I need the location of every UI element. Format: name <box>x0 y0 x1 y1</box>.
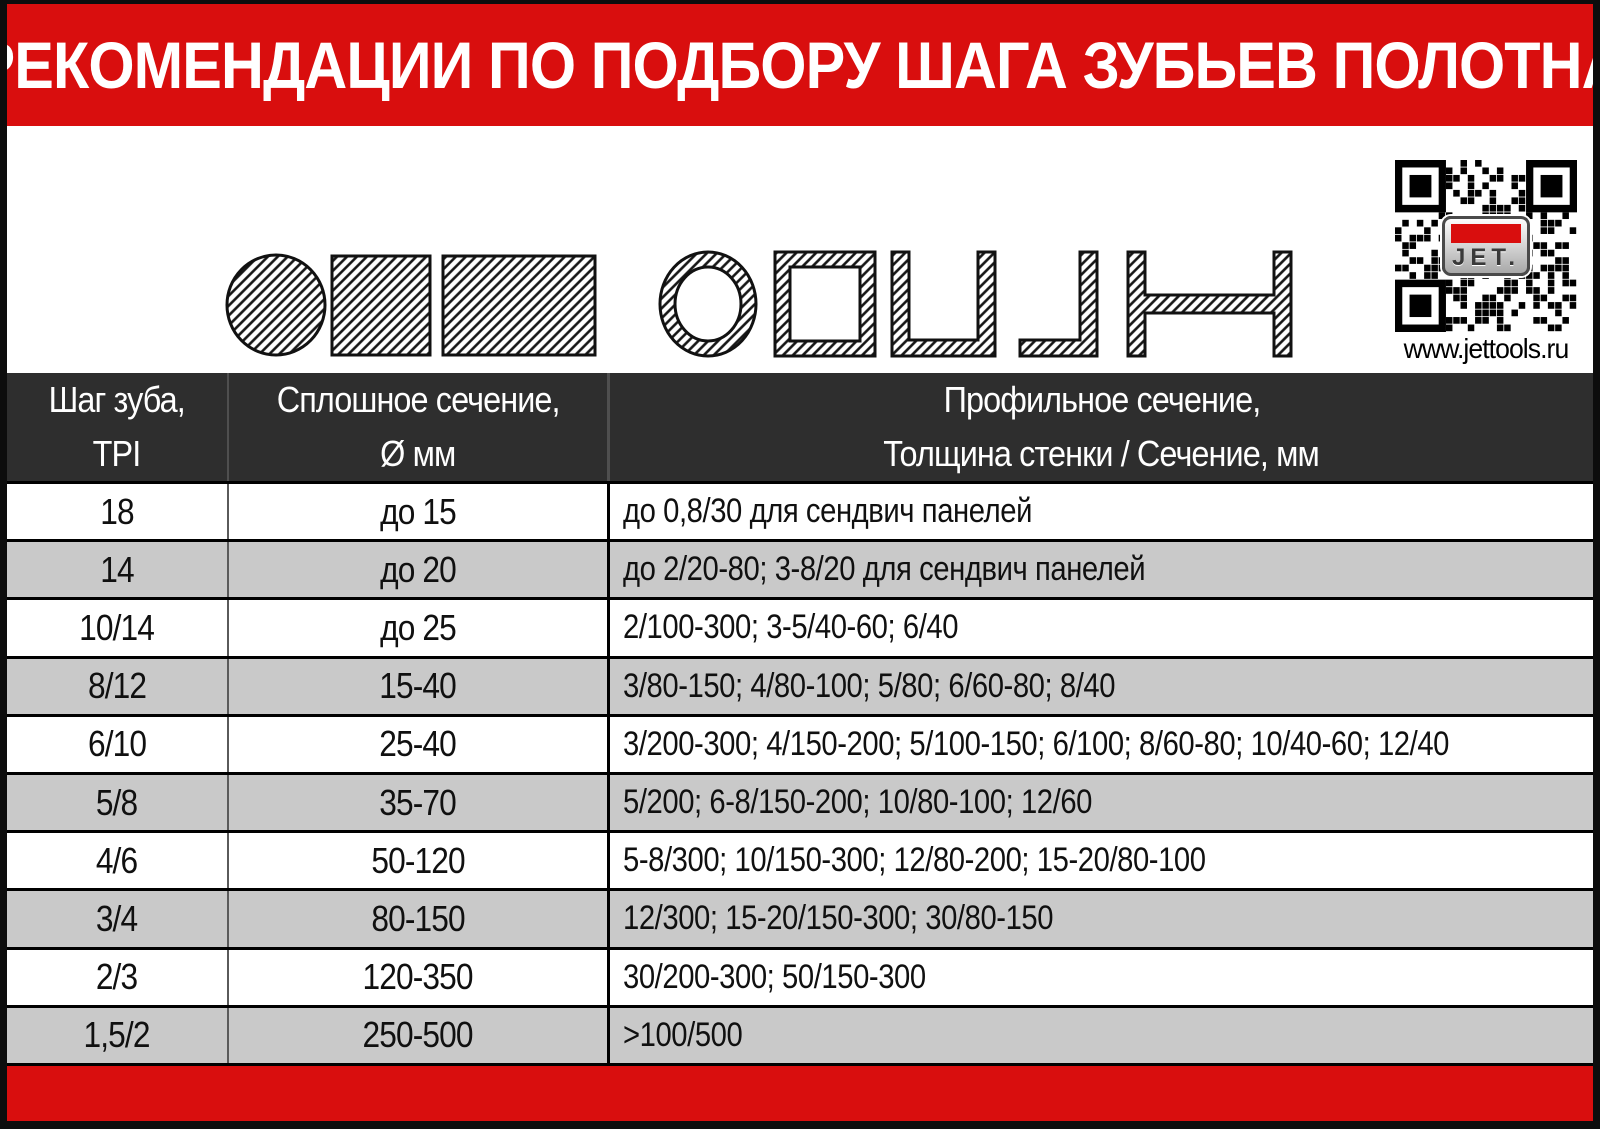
profile-section-value: 30/200-300; 50/150-300 <box>623 957 926 996</box>
solid-section-value: до 25 <box>380 606 457 648</box>
title-banner: РЕКОМЕНДАЦИИ ПО ПОДБОРУ ШАГА ЗУБЬЕВ ПОЛО… <box>7 4 1593 126</box>
header-tpi: Шаг зуба, TPI <box>48 379 186 474</box>
header-solid-section: Сплошное сечение, Ø мм <box>227 373 607 481</box>
website-url: www.jettools.ru <box>1403 333 1570 364</box>
profile-section-value: 5/200; 6-8/150-200; 10/80-100; 12/60 <box>623 783 1092 822</box>
table-row: 1,5/2 250-500 >100/500 <box>7 1004 1593 1063</box>
solid-section-value: 25-40 <box>379 723 458 765</box>
jet-logo-text: JET. <box>1451 244 1521 271</box>
solid-section-value: до 20 <box>380 548 457 590</box>
page-title: РЕКОМЕНДАЦИИ ПО ПОДБОРУ ШАГА ЗУБЬЕВ ПОЛО… <box>7 28 1593 102</box>
channel-profile-icon <box>890 250 997 358</box>
table-header-row: Шаг зуба, TPI Сплошное сечение, Ø мм Про… <box>7 373 1593 481</box>
table-row: 4/6 50-120 5-8/300; 10/150-300; 12/80-20… <box>7 830 1593 889</box>
table-body: 18 до 15 до 0,8/30 для сендвич панелей 1… <box>7 481 1593 1063</box>
section-shape-icons <box>225 250 1293 358</box>
round-tube-icon <box>658 250 758 358</box>
tpi-value: 1,5/2 <box>83 1014 151 1056</box>
i-beam-profile-icon <box>1126 250 1293 358</box>
table-row: 3/4 80-150 12/300; 15-20/150-300; 30/80-… <box>7 888 1593 947</box>
tpi-value: 6/10 <box>87 723 147 765</box>
angle-profile-icon <box>1018 250 1099 358</box>
profile-section-value: 12/300; 15-20/150-300; 30/80-150 <box>623 899 1054 938</box>
profile-section-value: 2/100-300; 3-5/40-60; 6/40 <box>623 608 959 647</box>
table-row: 8/12 15-40 3/80-150; 4/80-100; 5/80; 6/6… <box>7 655 1593 714</box>
solid-section-value: 15-40 <box>379 665 458 707</box>
profiles-section: JET. www.jettools.ru <box>7 126 1593 373</box>
tpi-value: 10/14 <box>79 606 156 648</box>
solid-section-value: 50-120 <box>371 839 465 881</box>
tpi-value: 5/8 <box>96 781 138 823</box>
table-row: 10/14 до 25 2/100-300; 3-5/40-60; 6/40 <box>7 597 1593 656</box>
profile-section-value: до 0,8/30 для сендвич панелей <box>623 492 1032 531</box>
qr-block: JET. www.jettools.ru <box>1393 160 1579 365</box>
profile-section-value: 3/200-300; 4/150-200; 5/100-150; 6/100; … <box>623 724 1450 763</box>
table-row: 6/10 25-40 3/200-300; 4/150-200; 5/100-1… <box>7 713 1593 772</box>
tpi-value: 3/4 <box>96 897 138 939</box>
solid-section-value: 120-350 <box>362 956 474 998</box>
profile-section-value: 3/80-150; 4/80-100; 5/80; 6/60-80; 8/40 <box>623 666 1116 705</box>
tpi-value: 2/3 <box>96 956 138 998</box>
jet-logo-red-bar <box>1451 224 1521 243</box>
tpi-value: 8/12 <box>87 665 147 707</box>
square-tube-icon <box>773 250 877 358</box>
solid-flat-bar-icon <box>441 254 597 357</box>
profile-section-value: 5-8/300; 10/150-300; 12/80-200; 15-20/80… <box>623 841 1206 880</box>
solid-section-value: 80-150 <box>371 897 465 939</box>
solid-section-value: 250-500 <box>362 1014 474 1056</box>
table-row: 2/3 120-350 30/200-300; 50/150-300 <box>7 946 1593 1005</box>
tpi-value: 4/6 <box>96 839 138 881</box>
qr-code <box>1395 160 1577 332</box>
profile-section-value: >100/500 <box>623 1015 743 1054</box>
solid-section-value: 35-70 <box>379 781 458 823</box>
footer-bar <box>7 1062 1593 1121</box>
table-row: 14 до 20 до 2/20-80; 3-8/20 для сендвич … <box>7 539 1593 598</box>
table-row: 18 до 15 до 0,8/30 для сендвич панелей <box>7 481 1593 540</box>
tpi-value: 14 <box>100 548 134 590</box>
jet-logo: JET. <box>1442 216 1530 276</box>
recommendations-table: Шаг зуба, TPI Сплошное сечение, Ø мм Про… <box>7 373 1593 1063</box>
solid-section-value: до 15 <box>380 490 457 532</box>
tpi-value: 18 <box>100 490 134 532</box>
header-profile-section: Профильное сечение, Толщина стенки / Сеч… <box>607 373 1593 481</box>
profile-section-value: до 2/20-80; 3-8/20 для сендвич панелей <box>623 550 1146 589</box>
table-row: 5/8 35-70 5/200; 6-8/150-200; 10/80-100;… <box>7 771 1593 831</box>
solid-square-bar-icon <box>330 254 432 357</box>
solid-round-bar-icon <box>225 253 327 357</box>
